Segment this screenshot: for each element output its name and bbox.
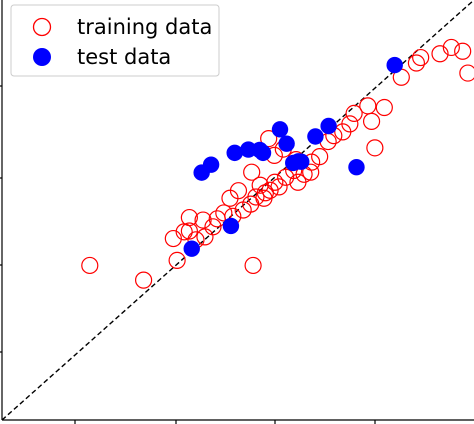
training-data-point xyxy=(362,112,381,130)
test-data-point xyxy=(320,117,337,135)
training-data-point xyxy=(454,42,472,60)
legend-marker-test-data xyxy=(33,48,51,66)
training-data-point xyxy=(431,45,449,63)
training-data-point xyxy=(81,256,99,275)
training-data-point xyxy=(215,204,233,222)
training-data-point xyxy=(266,173,284,191)
training-data-point xyxy=(135,271,153,289)
training-data-point xyxy=(345,104,363,123)
legend-box xyxy=(10,4,220,77)
legend-label-test-data: test data xyxy=(77,45,171,69)
test-data-point xyxy=(307,128,324,145)
training-data-point xyxy=(229,182,248,200)
training-data-point xyxy=(180,208,198,227)
training-data-point xyxy=(302,163,320,181)
legend: training data test data xyxy=(10,4,220,77)
training-data-point xyxy=(311,148,329,166)
test-data-point xyxy=(348,158,365,176)
test-data-point xyxy=(222,217,240,235)
training-data-point xyxy=(164,229,182,248)
training-data-point xyxy=(243,163,261,181)
training-data-point xyxy=(359,97,377,115)
legend-label-training-data: training data xyxy=(77,15,212,39)
training-data-point xyxy=(244,256,262,275)
training-data-point xyxy=(261,181,279,199)
training-data-point xyxy=(260,130,278,148)
test-data-point xyxy=(183,240,200,257)
test-data-point xyxy=(293,153,310,170)
training-data-point xyxy=(341,115,359,133)
training-data-point xyxy=(256,184,274,202)
test-data-point xyxy=(278,135,295,152)
legend-marker-training-data xyxy=(32,17,52,37)
data-points xyxy=(81,38,474,289)
training-data-point xyxy=(412,48,430,67)
training-data-point xyxy=(366,139,384,157)
training-data-point xyxy=(247,188,265,206)
training-data-point xyxy=(180,222,198,240)
test-data-point xyxy=(386,56,403,74)
training-data-point xyxy=(407,54,426,72)
test-data-point xyxy=(202,156,220,173)
test-data-point xyxy=(271,121,289,138)
training-data-point xyxy=(196,228,214,246)
training-data-point xyxy=(204,218,222,236)
training-data-point xyxy=(168,251,186,269)
training-data-point xyxy=(442,38,460,57)
test-data-point xyxy=(226,144,243,162)
training-data-point xyxy=(459,64,474,82)
training-data-point xyxy=(375,98,393,117)
training-data-point xyxy=(194,211,212,229)
test-data-point xyxy=(254,144,272,162)
